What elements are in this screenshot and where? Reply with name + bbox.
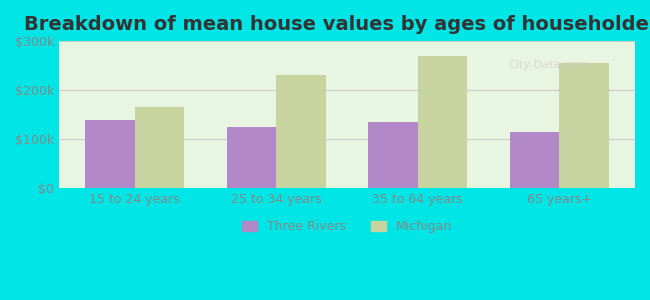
Bar [227,127,276,188]
Bar [418,56,467,188]
Text: City-Data.com: City-Data.com [508,60,588,70]
Bar [368,122,418,188]
Title: Breakdown of mean house values by ages of householders: Breakdown of mean house values by ages o… [24,15,650,34]
Bar [510,132,559,188]
Bar [276,76,326,188]
Bar [559,63,609,188]
Bar [135,107,184,188]
Bar [85,120,135,188]
Legend: Three Rivers, Michigan: Three Rivers, Michigan [237,215,457,238]
